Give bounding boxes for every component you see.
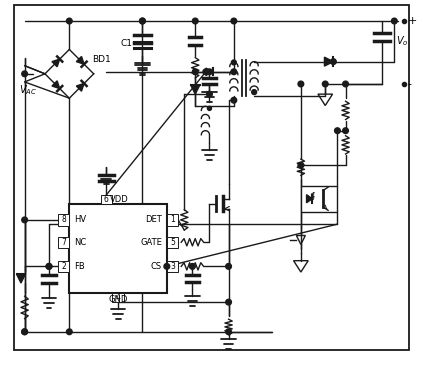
FancyBboxPatch shape (167, 261, 178, 272)
Circle shape (22, 71, 27, 77)
Text: C1: C1 (120, 39, 132, 48)
Polygon shape (324, 57, 333, 66)
Polygon shape (52, 59, 60, 67)
Circle shape (66, 329, 72, 335)
Circle shape (335, 128, 340, 134)
Text: HV: HV (74, 215, 86, 224)
Circle shape (164, 264, 170, 269)
Text: BD1: BD1 (92, 55, 110, 64)
Circle shape (46, 264, 52, 269)
Polygon shape (307, 195, 312, 203)
Circle shape (343, 128, 349, 134)
FancyBboxPatch shape (167, 237, 178, 248)
Circle shape (140, 18, 145, 24)
FancyBboxPatch shape (167, 214, 178, 226)
Polygon shape (76, 57, 84, 64)
Circle shape (391, 18, 397, 24)
Text: GATE: GATE (140, 238, 162, 247)
Circle shape (298, 81, 304, 87)
Polygon shape (16, 274, 25, 283)
Circle shape (22, 329, 27, 335)
FancyBboxPatch shape (58, 237, 69, 248)
Circle shape (206, 91, 212, 97)
Text: 7: 7 (61, 238, 66, 247)
Text: 4: 4 (115, 293, 121, 302)
Text: 1: 1 (170, 215, 175, 224)
FancyBboxPatch shape (69, 204, 167, 293)
FancyBboxPatch shape (113, 293, 124, 302)
FancyBboxPatch shape (101, 195, 112, 204)
Circle shape (298, 162, 304, 168)
Circle shape (252, 90, 257, 95)
Text: 2: 2 (61, 262, 66, 271)
Circle shape (343, 81, 349, 87)
Text: VDD: VDD (110, 195, 129, 204)
Text: CS: CS (151, 262, 162, 271)
FancyBboxPatch shape (58, 214, 69, 226)
Circle shape (226, 329, 231, 335)
Circle shape (203, 69, 209, 75)
Circle shape (46, 264, 52, 269)
FancyBboxPatch shape (58, 261, 69, 272)
Polygon shape (206, 68, 213, 76)
Text: 5: 5 (170, 238, 175, 247)
Text: DET: DET (145, 215, 162, 224)
Text: $V_o$: $V_o$ (396, 34, 409, 48)
Text: 8: 8 (61, 215, 66, 224)
Polygon shape (52, 81, 60, 88)
Circle shape (192, 18, 198, 24)
Circle shape (226, 299, 231, 305)
Circle shape (190, 264, 195, 269)
Text: $V_{AC}$: $V_{AC}$ (19, 83, 36, 97)
Circle shape (330, 59, 336, 65)
Circle shape (231, 60, 236, 65)
Circle shape (231, 69, 237, 75)
Text: +: + (407, 16, 417, 26)
Text: GND: GND (108, 295, 128, 304)
Polygon shape (191, 85, 200, 94)
Circle shape (192, 69, 198, 75)
Text: FB: FB (74, 262, 85, 271)
Circle shape (206, 69, 212, 75)
Text: -: - (407, 79, 411, 89)
Polygon shape (76, 83, 84, 91)
Circle shape (22, 329, 27, 335)
Circle shape (322, 81, 328, 87)
FancyBboxPatch shape (301, 186, 338, 212)
Circle shape (66, 18, 72, 24)
Circle shape (207, 106, 212, 110)
Circle shape (22, 217, 27, 223)
Text: 6: 6 (104, 195, 109, 204)
Text: NC: NC (74, 238, 86, 247)
Circle shape (226, 264, 231, 269)
Circle shape (231, 97, 237, 103)
Text: 3: 3 (170, 262, 175, 271)
Circle shape (231, 18, 237, 24)
Circle shape (140, 18, 145, 24)
